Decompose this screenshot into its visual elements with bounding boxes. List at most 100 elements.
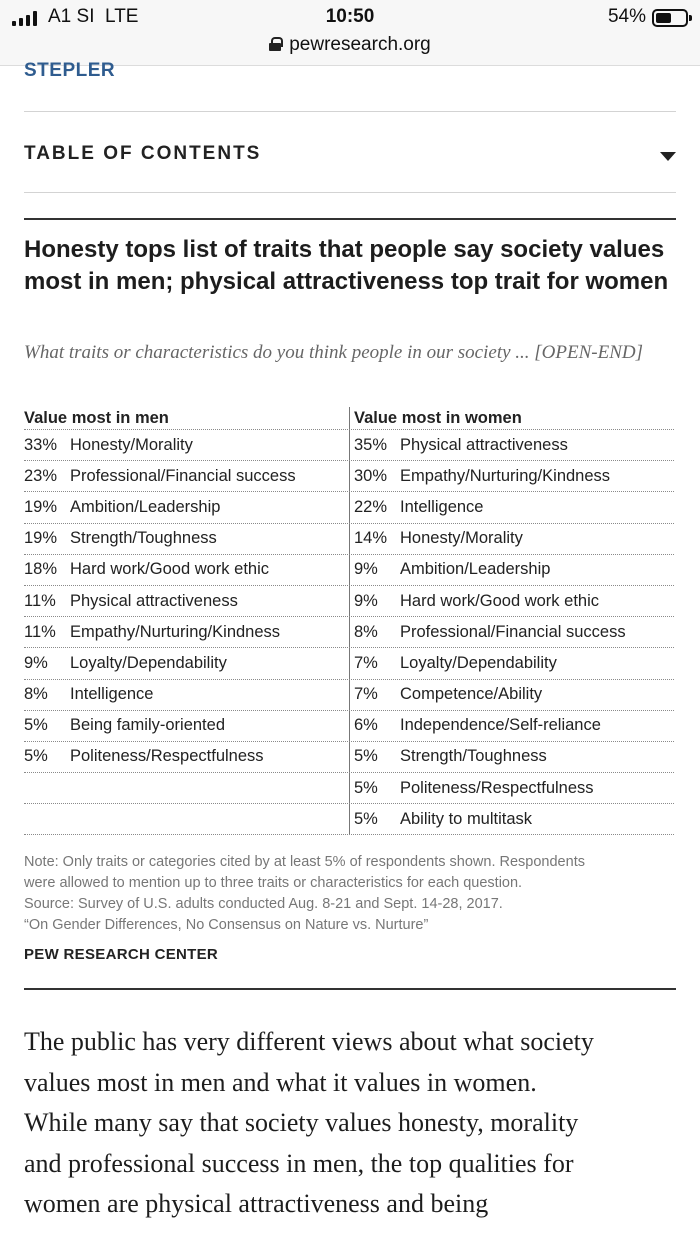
women-trait-percent: 30% — [354, 466, 388, 485]
men-trait-percent: 8% — [24, 685, 48, 704]
men-trait-cell: 19% Ambition/Leadership — [24, 492, 349, 522]
men-trait-cell: 11% Empathy/Nurturing/Kindness — [24, 617, 349, 647]
table-row: 5% Ability to multitask — [24, 803, 674, 835]
women-trait-cell: 5% Ability to multitask — [349, 804, 674, 835]
url-text[interactable]: pewresearch.org — [289, 34, 431, 55]
figure-subtitle: What traits or characteristics do you th… — [24, 342, 644, 363]
table-row: 5% Politeness/Respectfulness — [24, 772, 674, 804]
women-trait-name: Competence/Ability — [400, 685, 543, 704]
table-row: 19% Strength/Toughness 14% Honesty/Morality — [24, 522, 674, 554]
men-trait-name: Physical attractiveness — [70, 591, 238, 610]
women-trait-cell: 6% Independence/Self-reliance — [349, 710, 674, 741]
note-line: Note: Only traits or categories cited by… — [24, 854, 585, 870]
women-trait-name: Ability to multitask — [400, 809, 533, 828]
signal-strength-icon — [12, 10, 37, 26]
women-trait-cell: 22% Intelligence — [349, 492, 674, 523]
table-of-contents-toggle[interactable]: TABLE OF CONTENTS — [24, 140, 676, 172]
paragraph-line: women are physical attractiveness and be… — [24, 1189, 489, 1218]
divider — [24, 192, 676, 193]
table-bottom-rule — [24, 834, 674, 836]
table-row: 18% Hard work/Good work ethic 9% Ambition/L… — [24, 553, 674, 585]
women-trait-cell: 5% Strength/Toughness — [349, 741, 674, 773]
paragraph-line: While many say that society values hones… — [24, 1108, 579, 1137]
men-trait-name: Ambition/Leadership — [70, 497, 221, 516]
women-trait-percent: 14% — [354, 529, 388, 548]
men-trait-percent: 19% — [24, 497, 58, 516]
men-trait-percent: 5% — [24, 747, 48, 766]
figure-bottom-rule — [24, 988, 676, 990]
men-trait-cell: 8% Intelligence — [24, 680, 349, 710]
figure-title: Honesty tops list of traits that people … — [24, 236, 669, 295]
women-trait-percent: 9% — [354, 591, 378, 610]
women-trait-name: Politeness/Respectfulness — [400, 778, 594, 797]
men-column-header: Value most in men — [24, 408, 169, 427]
address-bar[interactable]: pewresearch.org — [0, 34, 700, 56]
women-trait-percent: 7% — [354, 685, 378, 704]
men-trait-percent: 9% — [24, 653, 48, 672]
men-trait-name: Professional/Financial success — [70, 466, 296, 485]
table-row: 33% Honesty/Morality 35% Physical attractiv… — [24, 429, 674, 461]
men-trait-percent: 23% — [24, 466, 58, 485]
divider — [24, 111, 676, 112]
table-row: 11% Physical attractiveness 9% Hard work/Go… — [24, 584, 674, 617]
traits-table: Value most in men Value most in women 33… — [24, 407, 674, 836]
men-trait-cell: 5% Politeness/Respectfulness — [24, 742, 349, 772]
women-trait-cell: 7% Loyalty/Dependability — [349, 648, 674, 679]
pew-research-center-credit: PEW RESEARCH CENTER — [24, 946, 219, 963]
paragraph-line: values most in men and what it values in… — [24, 1067, 537, 1097]
table-row: 5% Politeness/Respectfulness 5% Strength/To… — [24, 740, 674, 773]
women-trait-name: Honesty/Morality — [400, 529, 523, 548]
table-row: 9% Loyalty/Dependability 7% Loyalty/Dependa… — [24, 647, 674, 679]
table-row: 19% Ambition/Leadership 22% Intelligence — [24, 491, 674, 523]
status-bar: A1 SI LTE 10:50 pewresearch.org 54% — [0, 0, 700, 66]
men-trait-cell: 33% Honesty/Morality — [24, 430, 349, 460]
source-line: Source: Survey of U.S. adults conducted … — [24, 896, 503, 912]
men-trait-cell: 11% Physical attractiveness — [24, 586, 349, 616]
women-trait-percent: 5% — [354, 747, 378, 766]
men-trait-cell: 23% Professional/Financial success — [24, 461, 349, 491]
women-trait-percent: 8% — [354, 622, 378, 641]
women-trait-name: Ambition/Leadership — [400, 560, 551, 579]
lock-icon — [269, 37, 284, 51]
author-name[interactable]: STEPLER — [24, 60, 116, 81]
women-trait-percent: 7% — [354, 653, 378, 672]
women-trait-percent: 6% — [354, 716, 378, 735]
table-header: Value most in men Value most in women — [24, 407, 674, 429]
men-trait-name: Loyalty/Dependability — [70, 653, 227, 672]
women-trait-name: Professional/Financial success — [400, 622, 626, 641]
women-trait-percent: 22% — [354, 497, 388, 516]
carrier-label: A1 SI LTE — [48, 6, 138, 28]
paragraph-line: and professional success in men, the top… — [24, 1148, 574, 1178]
men-trait-percent: 19% — [24, 529, 58, 548]
network-type: LTE — [105, 6, 139, 27]
women-trait-cell: 5% Politeness/Respectfulness — [349, 773, 674, 804]
men-trait-cell: 9% Loyalty/Dependability — [24, 648, 349, 678]
women-trait-name: Strength/Toughness — [400, 747, 547, 766]
men-trait-cell: 19% Strength/Toughness — [24, 524, 349, 554]
women-trait-name: Physical attractiveness — [400, 435, 568, 454]
chevron-down-icon[interactable] — [660, 152, 676, 161]
men-trait-name: Hard work/Good work ethic — [70, 560, 269, 579]
men-trait-name: Empathy/Nurturing/Kindness — [70, 622, 281, 641]
men-trait-name: Intelligence — [70, 685, 154, 704]
women-trait-cell: 35% Physical attractiveness — [349, 430, 674, 461]
battery-percent: 54% — [607, 6, 646, 27]
toc-label: TABLE OF CONTENTS — [24, 143, 262, 164]
report-title-line: “On Gender Differences, No Consensus on … — [24, 917, 429, 933]
carrier-name: A1 SI — [48, 6, 95, 27]
women-trait-cell: 14% Honesty/Morality — [349, 523, 674, 554]
men-trait-percent: 33% — [24, 435, 58, 454]
women-trait-cell: 7% Competence/Ability — [349, 679, 674, 710]
women-trait-cell: 9% Ambition/Leadership — [349, 554, 674, 585]
women-column-header: Value most in women — [349, 407, 674, 429]
men-trait-cell — [24, 804, 349, 834]
men-trait-cell: 5% Being family-oriented — [24, 711, 349, 741]
women-trait-cell: 8% Professional/Financial success — [349, 617, 674, 648]
women-trait-percent: 5% — [354, 809, 378, 828]
table-row: 23% Professional/Financial success 30% Empa… — [24, 460, 674, 492]
men-trait-cell — [24, 773, 349, 803]
men-trait-percent: 5% — [24, 716, 48, 735]
women-trait-cell: 9% Hard work/Good work ethic — [349, 585, 674, 617]
men-trait-percent: 11% — [24, 622, 56, 641]
men-trait-name: Honesty/Morality — [70, 435, 193, 454]
